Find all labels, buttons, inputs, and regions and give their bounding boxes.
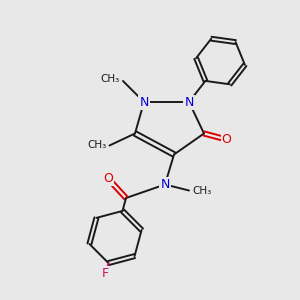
Text: F: F <box>102 267 109 280</box>
Text: N: N <box>184 95 194 109</box>
Text: N: N <box>160 178 170 191</box>
Text: O: O <box>222 133 231 146</box>
Text: CH₃: CH₃ <box>101 74 120 85</box>
Text: O: O <box>103 172 113 185</box>
Text: CH₃: CH₃ <box>87 140 106 151</box>
Text: N: N <box>139 95 149 109</box>
Text: CH₃: CH₃ <box>192 185 211 196</box>
